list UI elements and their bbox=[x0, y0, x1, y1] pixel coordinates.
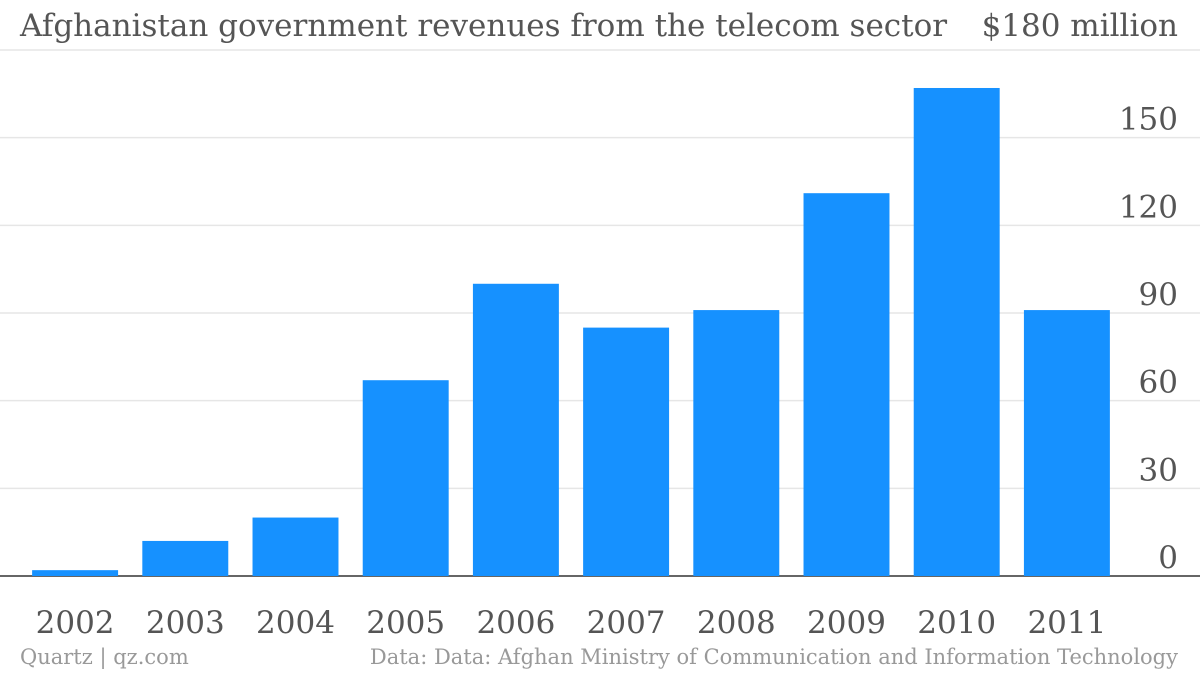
footer-brand: Quartz | qz.com bbox=[20, 645, 189, 669]
x-tick-label: 2009 bbox=[807, 605, 886, 641]
x-tick-label: 2007 bbox=[587, 605, 666, 641]
x-tick-label: 2010 bbox=[917, 605, 996, 641]
y-tick-label: 90 bbox=[1139, 277, 1178, 313]
bar-2006 bbox=[472, 283, 559, 576]
x-tick-label: 2005 bbox=[366, 605, 445, 641]
bar-2011 bbox=[1023, 310, 1110, 576]
x-tick-label: 2002 bbox=[36, 605, 115, 641]
bar-2009 bbox=[803, 193, 890, 576]
y-tick-label: 0 bbox=[1158, 540, 1178, 576]
x-tick-label: 2008 bbox=[697, 605, 776, 641]
y-tick-label: 60 bbox=[1139, 365, 1178, 401]
x-tick-label: 2006 bbox=[476, 605, 555, 641]
bars bbox=[32, 87, 1110, 576]
x-tick-label: 2004 bbox=[256, 605, 335, 641]
chart-title: Afghanistan government revenues from the… bbox=[20, 8, 948, 44]
x-axis-ticks: 2002 2003 2004 2005 2006 2007 2008 2009 2010 2011 bbox=[36, 605, 1107, 641]
bar-2002 bbox=[32, 570, 119, 576]
bar-2004 bbox=[252, 517, 339, 576]
bar-2003 bbox=[142, 540, 229, 576]
bar-2008 bbox=[693, 310, 780, 576]
bar-2010 bbox=[913, 87, 1000, 576]
bar-2007 bbox=[583, 327, 670, 576]
x-tick-label: 2011 bbox=[1027, 605, 1106, 641]
y-tick-label: 150 bbox=[1119, 102, 1178, 138]
y-axis-max-label: $180 million bbox=[981, 8, 1178, 44]
y-tick-label: 120 bbox=[1119, 189, 1178, 225]
bar-2005 bbox=[362, 380, 449, 576]
x-tick-label: 2003 bbox=[146, 605, 225, 641]
footer-source: Data: Data: Afghan Ministry of Communica… bbox=[369, 645, 1178, 669]
y-tick-label: 30 bbox=[1139, 452, 1178, 488]
y-axis-ticks: 0 30 60 90 120 150 bbox=[1119, 102, 1178, 576]
